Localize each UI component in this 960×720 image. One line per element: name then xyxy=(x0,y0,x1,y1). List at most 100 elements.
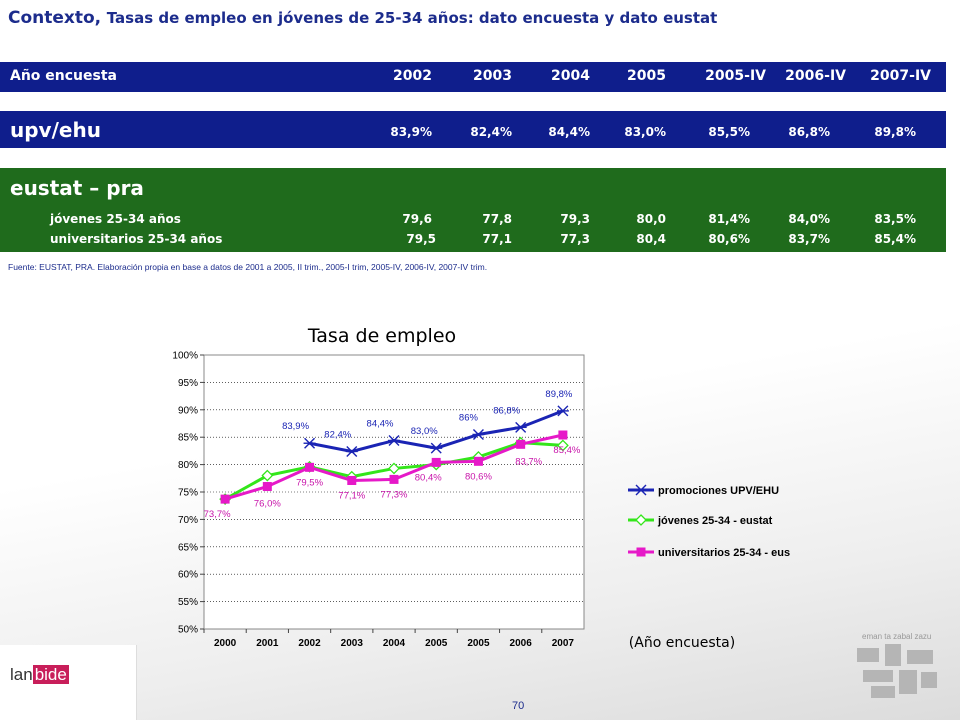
legend-label: promociones UPV/EHU xyxy=(658,485,779,497)
eustat-row-value: 77,1 xyxy=(482,232,512,246)
y-tick-label: 60% xyxy=(178,570,198,581)
y-tick-label: 50% xyxy=(178,625,198,636)
year-header-2004: 2004 xyxy=(551,68,590,84)
year-header-2006-iv: 2006-IV xyxy=(785,68,846,84)
eustat-row-value: 79,3 xyxy=(560,212,590,226)
lanbide-logo-part1: lan xyxy=(10,665,33,684)
upv-value-2005-iv: 85,5% xyxy=(708,125,750,139)
legend-label: universitarios 25-34 - eustat xyxy=(658,547,790,559)
upv-value-2007-iv: 89,8% xyxy=(874,125,916,139)
data-label: 86,8% xyxy=(493,405,520,416)
data-label: 89,8% xyxy=(545,389,572,400)
marker-stroke xyxy=(635,484,647,496)
data-label: 84,4% xyxy=(367,418,394,429)
series-point xyxy=(556,405,569,417)
x-tick-label: 2005 xyxy=(425,638,448,649)
year-header-band: Año encuesta 2002 2003 2004 2005 2005-IV… xyxy=(0,62,946,92)
series-point xyxy=(636,547,646,557)
upv-band: upv/ehu 83,9% 82,4% 84,4% 83,0% 85,5% 86… xyxy=(0,111,946,148)
data-label: 80,4% xyxy=(415,472,442,483)
title-prefix: Contexto, xyxy=(8,8,102,28)
series-point xyxy=(430,442,443,454)
series-point xyxy=(305,462,315,472)
marker-stroke xyxy=(515,421,527,433)
lanbide-logo: lan bide xyxy=(10,665,69,685)
y-tick-label: 75% xyxy=(178,488,198,499)
lanbide-logo-box: lan bide xyxy=(0,645,137,720)
marker-stroke xyxy=(430,442,442,454)
ehu-logo-icon xyxy=(857,644,937,698)
x-tick-label: 2001 xyxy=(256,638,279,649)
data-label: 83,9% xyxy=(282,421,309,432)
x-axis-label: (Año encuesta) xyxy=(629,635,735,651)
series-point xyxy=(472,428,485,440)
year-header-2005: 2005 xyxy=(627,68,666,84)
data-label: 80,6% xyxy=(465,471,492,482)
series-point xyxy=(262,482,272,492)
x-axis-ticks: 2000 2001 2002 2003 2004 2005 2005 2006 2007 xyxy=(203,629,575,649)
legend: promociones UPV/EHU jóvenes 25-34 - eusta… xyxy=(628,484,790,559)
eustat-row-value: 80,4 xyxy=(636,232,666,246)
legend-label: jóvenes 25-34 - eustat xyxy=(657,515,773,527)
eustat-row-value: 80,6% xyxy=(708,232,750,246)
upv-value-2002: 83,9% xyxy=(390,125,432,139)
data-label: 77,1% xyxy=(338,490,365,501)
eustat-row-value: 83,5% xyxy=(874,212,916,226)
eustat-row-label: universitarios 25-34 años xyxy=(50,232,223,246)
x-tick-label: 2003 xyxy=(341,638,364,649)
eustat-band: eustat – pra jóvenes 25-34 años 79,6 77,… xyxy=(0,168,946,252)
eustat-row-value: 80,0 xyxy=(636,212,666,226)
y-tick-label: 80% xyxy=(178,460,198,471)
series-point xyxy=(345,445,358,457)
series-point xyxy=(556,439,569,452)
y-tick-label: 65% xyxy=(178,542,198,553)
eustat-row-value: 81,4% xyxy=(708,212,750,226)
series-point xyxy=(635,484,647,496)
series-point xyxy=(303,437,316,449)
series-point xyxy=(473,456,483,466)
eustat-row-value: 77,3 xyxy=(560,232,590,246)
year-header-2002: 2002 xyxy=(393,68,432,84)
y-tick-label: 90% xyxy=(178,405,198,416)
series-point xyxy=(347,475,357,485)
x-tick-label: 2007 xyxy=(552,638,575,649)
series-point xyxy=(558,430,568,440)
marker-stroke xyxy=(346,445,358,457)
upv-value-2005: 83,0% xyxy=(624,125,666,139)
y-tick-label: 70% xyxy=(178,515,198,526)
series-1: 83,9% 82,4% 84,4% 83,0% 86% 86,8% 89,8% xyxy=(282,389,573,457)
eustat-label: eustat – pra xyxy=(10,176,144,200)
data-label: 73,7% xyxy=(204,509,231,520)
year-header-2003: 2003 xyxy=(473,68,512,84)
series-3: 73,7% 76,0% 79,5% 77,1% 77,3% 80,4% 80,6% 83,7%… xyxy=(204,430,581,520)
marker-stroke xyxy=(557,405,569,417)
upv-value-2003: 82,4% xyxy=(470,125,512,139)
data-label: 83,0% xyxy=(411,426,438,437)
eustat-row-value: 85,4% xyxy=(874,232,916,246)
title-main: Tasas de empleo en jóvenes de 25-34 años… xyxy=(106,9,718,27)
ehu-motto: eman ta zabal zazu xyxy=(862,632,932,641)
x-tick-label: 2006 xyxy=(510,638,533,649)
source-note: Fuente: EUSTAT, PRA. Elaboración propia … xyxy=(8,262,488,272)
year-header-2007-iv: 2007-IV xyxy=(870,68,931,84)
eustat-row-value: 77,8 xyxy=(482,212,512,226)
series-point xyxy=(514,421,527,433)
year-header-2005-iv: 2005-IV xyxy=(705,68,766,84)
page-number: 70 xyxy=(512,700,525,712)
eustat-row-value: 83,7% xyxy=(788,232,830,246)
y-tick-label: 100% xyxy=(172,351,198,362)
series-group: 83,9% 82,4% 84,4% 83,0% 86% 86,8% 89,8% 73,7% 76… xyxy=(204,389,581,520)
data-label: 76,0% xyxy=(254,499,281,510)
series-point xyxy=(261,469,274,482)
upv-value-2006-iv: 86,8% xyxy=(788,125,830,139)
x-tick-label: 2000 xyxy=(214,638,237,649)
series-point xyxy=(431,457,441,467)
marker-stroke xyxy=(388,434,400,446)
data-label: 85,4% xyxy=(553,445,580,456)
y-tick-label: 95% xyxy=(178,378,198,389)
x-tick-label: 2005 xyxy=(467,638,490,649)
y-tick-label: 85% xyxy=(178,433,198,444)
year-header-label: Año encuesta xyxy=(10,68,117,84)
data-label: 86% xyxy=(459,412,479,423)
x-tick-label: 2004 xyxy=(383,638,406,649)
